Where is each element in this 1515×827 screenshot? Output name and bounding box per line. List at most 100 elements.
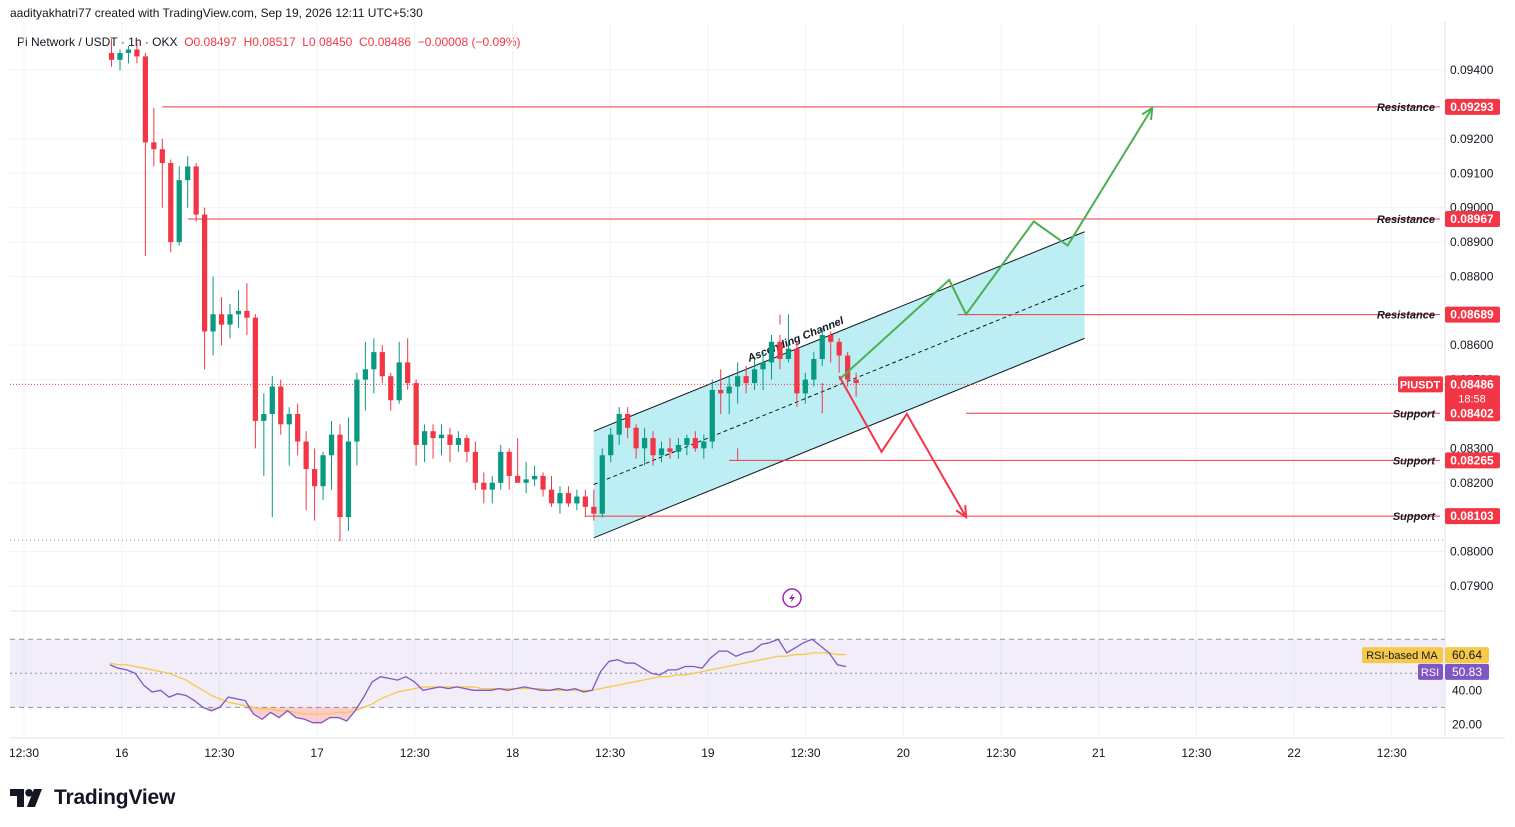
rsi-value: 50.83 [1452, 665, 1482, 679]
price-labels: 0.09293 0.08967 0.08689 0.08402 0.08265 0.081… [1362, 98, 1500, 680]
candle-body [354, 379, 360, 442]
rsi-ma-name: RSI-based MA [1366, 650, 1438, 662]
rsi-oversold-fill [287, 707, 296, 718]
x-tick-label: 12:30 [400, 746, 430, 760]
x-tick-label: 12:30 [595, 746, 625, 760]
projection-arrows[interactable] [838, 106, 1154, 520]
candle-body [506, 451, 512, 476]
level-price-text: 0.08689 [1450, 308, 1494, 322]
y-tick-label: 0.08600 [1450, 338, 1494, 352]
level-price-tag [1445, 452, 1500, 469]
rsi-oversold-fill [279, 707, 288, 718]
candle-body [608, 434, 614, 456]
candle-body [159, 149, 165, 163]
candle-body [701, 441, 707, 449]
x-tick-label: 12:30 [1377, 746, 1407, 760]
level-price-tag [1445, 508, 1500, 525]
symbol-interval[interactable]: 1h [128, 35, 142, 49]
candle-body [565, 493, 572, 504]
candle-body [125, 49, 132, 53]
rsi-name: RSI [1421, 667, 1439, 679]
y-tick-label: 0.09400 [1450, 63, 1494, 77]
current-price-text: 0.08486 [1450, 377, 1494, 391]
level-price-tag [1445, 405, 1500, 422]
candle-body [574, 496, 580, 504]
x-tick-label: 22 [1287, 746, 1301, 760]
symbol-name[interactable]: Pi Network / USDT [17, 35, 118, 49]
candle-body [413, 383, 419, 445]
rsi-bands [10, 638, 1445, 708]
ohlc-close: C0.08486 [359, 35, 412, 49]
candle-body [151, 142, 157, 150]
bearish-projection-arrow-head [955, 505, 968, 520]
candle-body [168, 162, 174, 243]
candle-body [447, 434, 453, 445]
rsi-oversold-fill [321, 707, 330, 723]
chart-author-caption: aadityakhatri77 created with TradingView… [10, 6, 423, 20]
y-tick-label: 0.09200 [1450, 132, 1494, 146]
channel-lower-line [593, 337, 1085, 539]
candle-body [244, 310, 250, 318]
chart-extras[interactable] [782, 588, 802, 608]
candle-body [768, 341, 775, 363]
tradingview-logo-icon [10, 789, 42, 807]
support-resistance-levels[interactable]: Resistance Resistance Resistance Support Sup… [10, 102, 1445, 523]
bar-countdown-text: 18:58 [1458, 393, 1486, 405]
candle-body [785, 348, 792, 359]
candle-body [278, 386, 284, 425]
candle-body [362, 369, 368, 380]
candle-body [828, 334, 834, 342]
ohlc-change: −0.00008 (−0.09%) [417, 35, 521, 49]
y-tick-label: 0.08000 [1450, 545, 1494, 559]
candle-body [295, 414, 301, 442]
candle-body [227, 314, 233, 325]
candle-body [625, 414, 631, 428]
x-tick-label: 12:30 [9, 746, 39, 760]
candle-body [675, 444, 682, 452]
candle-body [760, 362, 766, 370]
candle-body [396, 362, 402, 401]
candle-body [388, 376, 394, 401]
rsi-oversold-fill [245, 707, 254, 715]
level-label-support: Support [1393, 408, 1436, 420]
candlestick-series [108, 39, 859, 542]
x-tick-label: 12:30 [204, 746, 234, 760]
rsi-line [109, 638, 847, 724]
symbol-ohlc-legend[interactable]: Pi Network / USDT · 1h · OKX O0.08497 H0… [17, 35, 521, 49]
bullish-projection-arrow-head [1141, 106, 1154, 121]
candle-body [286, 414, 292, 425]
level-price-tag [1445, 306, 1500, 323]
candle-body [235, 310, 242, 315]
lightning-icon[interactable] [782, 588, 802, 608]
candle-body [726, 386, 732, 394]
rsi-oversold-fill [338, 707, 347, 721]
tradingview-logo[interactable]: TradingView [10, 786, 175, 810]
candle-body [371, 352, 377, 370]
x-tick-label: 18 [506, 746, 520, 760]
level-price-text: 0.08265 [1450, 453, 1494, 467]
bullish-projection-arrow [838, 107, 1154, 381]
x-tick-label: 17 [310, 746, 324, 760]
candle-body [185, 166, 191, 181]
y-tick-label: 0.08200 [1450, 476, 1494, 490]
x-tick-label: 16 [115, 746, 129, 760]
candle-body [269, 386, 275, 414]
candle-body [472, 451, 478, 483]
candle-body [218, 314, 225, 325]
candle-body [582, 496, 588, 507]
candle-body [616, 414, 622, 435]
rsi-ma-name-tag [1362, 647, 1443, 664]
level-label-support: Support [1393, 511, 1436, 523]
chart-axes: 12:30 16 12:30 17 12:30 18 12:30 19 12:30 20 12:30… [9, 22, 1505, 760]
candle-body [515, 475, 521, 483]
candle-body [108, 52, 115, 60]
candle-body [210, 314, 216, 332]
candle-body [345, 441, 352, 518]
candle-body [667, 448, 673, 452]
candle-body [328, 434, 335, 456]
candle-body [489, 482, 495, 490]
channel-fill [593, 231, 1085, 538]
level-price-text: 0.08967 [1450, 212, 1494, 226]
candle-body [438, 434, 445, 439]
chart-canvas[interactable]: Ascending Channel ResistanceResistanceRe… [0, 0, 1515, 780]
